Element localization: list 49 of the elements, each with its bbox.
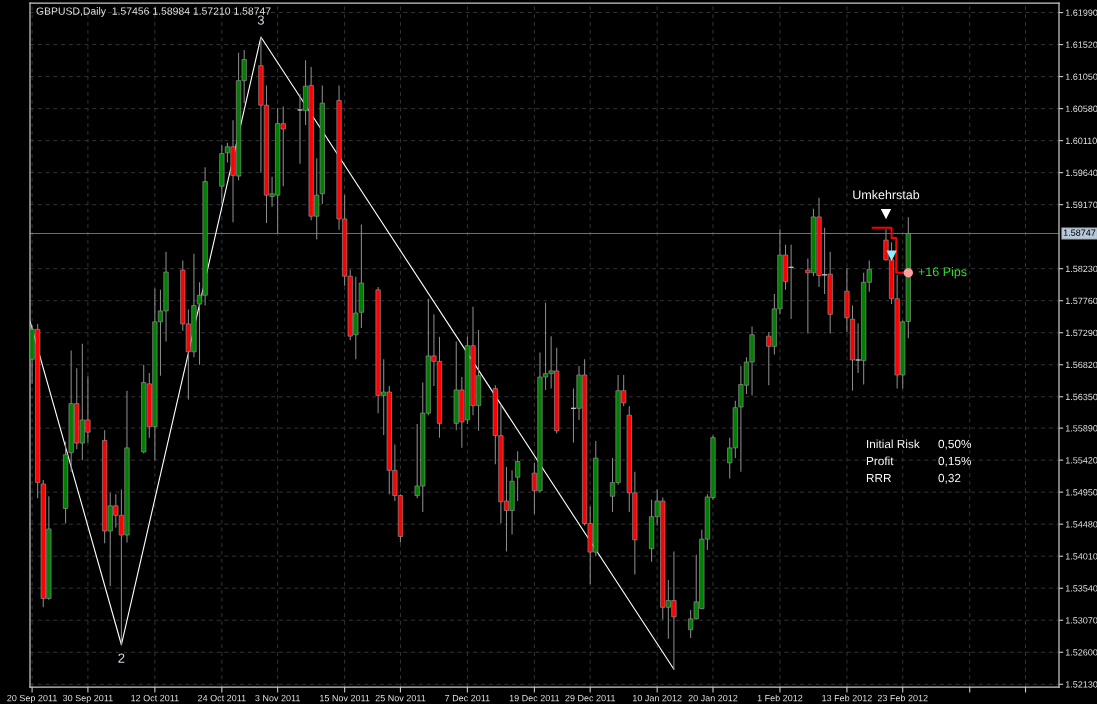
y-tick-label: 1.58230 xyxy=(1065,265,1097,273)
y-tick-label: 1.56820 xyxy=(1065,361,1097,369)
x-tick-label: 29 Dec 2011 xyxy=(565,694,616,702)
x-tick-label: 20 Sep 2011 xyxy=(7,694,57,704)
x-tick-label: 25 Nov 2011 xyxy=(375,694,426,702)
y-tick-label: 1.52600 xyxy=(1065,649,1097,656)
x-tick-label: 23 Feb 2012 xyxy=(877,694,928,702)
x-tick-label: 1 Feb 2012 xyxy=(757,694,803,702)
x-tick-label: 24 Oct 2011 xyxy=(198,694,246,702)
annotation: 2 xyxy=(118,653,125,663)
annotation: 0,32 xyxy=(938,473,961,484)
x-tick-label: 13 Feb 2012 xyxy=(822,694,872,702)
y-tick-label: 1.54950 xyxy=(1065,489,1097,496)
x-tick-label: 30 Sep 2011 xyxy=(62,694,113,704)
x-tick-label: 7 Dec 2011 xyxy=(445,694,490,702)
y-tick-label: 1.59640 xyxy=(1065,169,1097,176)
annotation: 0,15% xyxy=(938,456,972,467)
y-tick-label: 1.60110 xyxy=(1065,137,1097,144)
y-tick-label: 1.52130 xyxy=(1065,681,1097,688)
y-tick-label: 1.53540 xyxy=(1065,585,1097,592)
x-tick-label: 19 Dec 2011 xyxy=(509,694,560,702)
x-tick-label: 3 Nov 2011 xyxy=(255,694,300,702)
annotation: Profit xyxy=(866,456,894,466)
chart-title: GBPUSD,Daily 1.57456 1.58984 1.57210 1.58747 xyxy=(36,7,271,17)
y-tick-label: 1.55890 xyxy=(1065,425,1097,432)
y-tick-label: 1.56350 xyxy=(1065,393,1097,401)
y-tick-label: 1.54010 xyxy=(1065,553,1097,560)
y-tick-label: 1.61050 xyxy=(1065,73,1097,80)
y-tick-label: 1.57290 xyxy=(1065,329,1097,337)
annotation: Umkehrstab xyxy=(853,190,920,200)
annotation: 0,50% xyxy=(938,439,972,450)
y-tick-label: 1.59170 xyxy=(1065,201,1097,209)
annotation: Initial Risk xyxy=(867,439,920,449)
x-tick-label: 10 Jan 2012 xyxy=(633,694,682,702)
x-tick-label: 12 Oct 2011 xyxy=(131,694,179,702)
y-tick-label: 1.60580 xyxy=(1065,105,1097,112)
y-tick-label: 1.61990 xyxy=(1065,9,1097,16)
annotation: 3 xyxy=(257,15,264,25)
y-tick-label: 1.53070 xyxy=(1065,617,1097,624)
annotation: +16 Pips xyxy=(918,266,967,279)
y-tick-label: 1.57760 xyxy=(1065,297,1097,305)
x-tick-label: 15 Nov 2011 xyxy=(320,694,370,702)
ref-line-label: 1.58747 xyxy=(1063,229,1096,236)
x-tick-label: 20 Jan 2012 xyxy=(688,694,738,702)
candlestick xyxy=(515,450,521,502)
y-tick-label: 1.55420 xyxy=(1065,457,1097,464)
annotation: RRR xyxy=(866,473,891,483)
y-tick-label: 1.54480 xyxy=(1065,521,1097,528)
y-tick-label: 1.61520 xyxy=(1065,41,1097,48)
